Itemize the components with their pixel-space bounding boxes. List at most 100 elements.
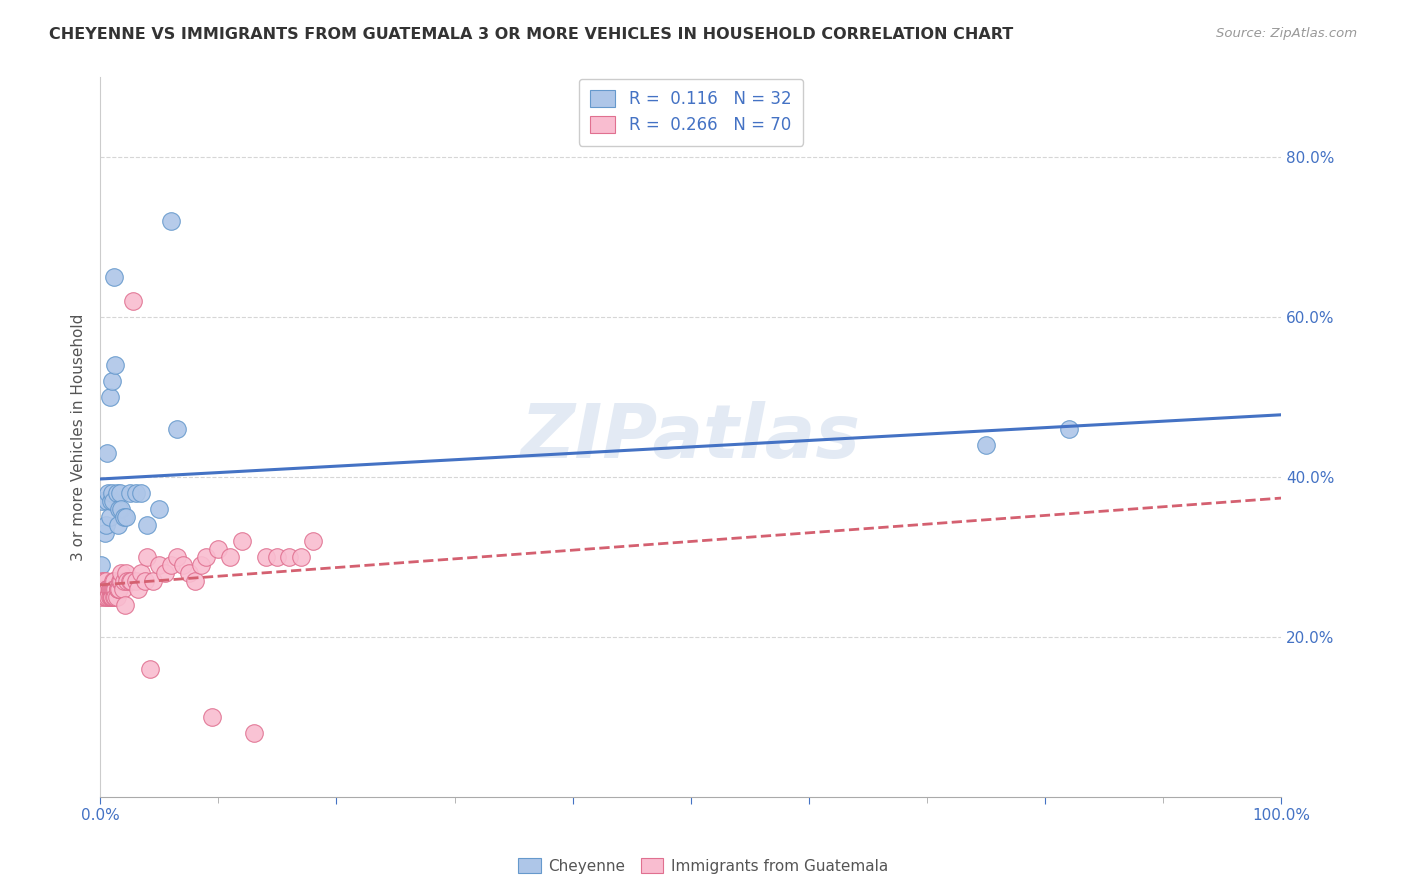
Point [108,502,131,516]
Point [93,582,115,596]
Point [108,486,131,500]
Point [96,582,118,596]
Point [166,422,188,436]
Point [104,582,127,596]
Point [1057,422,1080,436]
Point [101,582,124,596]
Point [124,574,146,588]
Point [98,582,121,596]
Point [231,533,253,548]
Point [107,582,129,596]
Point [97,486,120,500]
Point [101,374,124,388]
Point [219,549,242,564]
Text: ZIPatlas: ZIPatlas [520,401,860,474]
Point [110,502,132,516]
Point [148,558,170,572]
Point [101,590,124,604]
Point [105,590,128,604]
Point [117,574,139,588]
Point [120,574,142,588]
Point [136,518,159,533]
Point [98,510,121,524]
Point [104,590,127,604]
Point [112,510,135,524]
Point [127,582,149,596]
Point [136,549,159,564]
Legend: R =  0.116   N = 32, R =  0.266   N = 70: R = 0.116 N = 32, R = 0.266 N = 70 [579,78,803,145]
Point [96,446,118,460]
Point [91,494,114,508]
Point [124,486,146,500]
Point [142,574,165,588]
Point [94,518,117,533]
Point [93,582,115,596]
Point [190,558,212,572]
Point [101,494,124,508]
Point [118,486,141,500]
Point [108,574,131,588]
Text: Source: ZipAtlas.com: Source: ZipAtlas.com [1216,27,1357,40]
Point [96,494,118,508]
Point [153,566,176,580]
Point [242,725,264,739]
Point [104,358,127,372]
Point [148,502,170,516]
Point [94,590,117,604]
Point [103,574,125,588]
Text: CHEYENNE VS IMMIGRANTS FROM GUATEMALA 3 OR MORE VEHICLES IN HOUSEHOLD CORRELATIO: CHEYENNE VS IMMIGRANTS FROM GUATEMALA 3 … [49,27,1014,42]
Point [131,566,153,580]
Point [107,582,129,596]
Point [98,582,121,596]
Point [103,270,125,285]
Point [91,574,114,588]
Point [96,582,118,596]
Point [94,582,117,596]
Point [97,582,120,596]
Point [101,590,124,604]
Point [160,214,183,228]
Point [98,390,121,404]
Point [183,574,205,588]
Point [122,294,145,309]
Point [166,549,188,564]
Point [118,574,141,588]
Point [98,590,121,604]
Point [114,598,136,612]
Point [100,582,122,596]
Legend: Cheyenne, Immigrants from Guatemala: Cheyenne, Immigrants from Guatemala [512,852,894,880]
Point [93,574,115,588]
Point [134,574,156,588]
Point [278,549,301,564]
Point [100,590,122,604]
Point [266,549,288,564]
Point [974,438,997,452]
Point [111,582,134,596]
Point [110,566,132,580]
Point [97,590,120,604]
Point [160,558,183,572]
Y-axis label: 3 or more Vehicles in Household: 3 or more Vehicles in Household [72,313,86,561]
Point [107,518,129,533]
Point [91,582,114,596]
Point [301,533,323,548]
Point [115,510,138,524]
Point [94,590,117,604]
Point [172,558,194,572]
Point [254,549,277,564]
Point [108,582,131,596]
Point [94,574,117,588]
Point [105,486,128,500]
Point [112,574,135,588]
Point [101,582,124,596]
Point [101,574,124,588]
Point [100,494,122,508]
Point [97,582,120,596]
Point [290,549,312,564]
Point [110,574,132,588]
Point [90,558,112,572]
Point [177,566,200,580]
Point [115,566,138,580]
Point [103,590,125,604]
Point [201,710,224,724]
